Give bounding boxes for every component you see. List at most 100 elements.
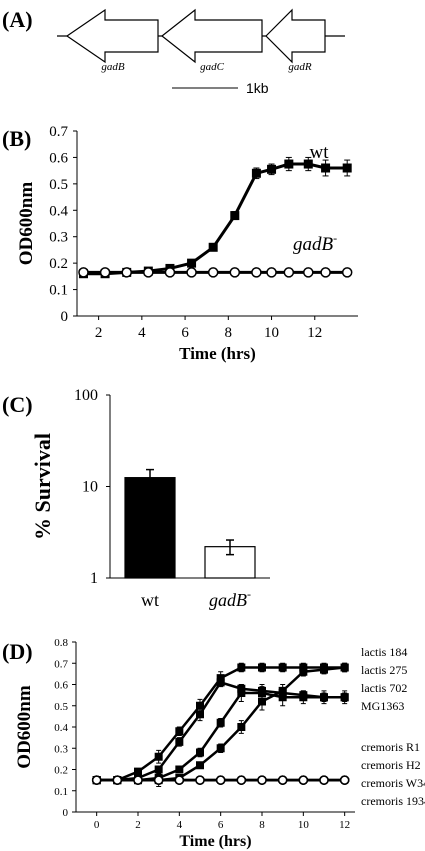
panel-c: (C) 1 10 100 % Survival wt gadB- [2, 387, 270, 610]
data-point-circle [303, 267, 314, 278]
x-tick-label: 10 [264, 325, 279, 341]
data-point-circle [112, 775, 123, 785]
data-point-square [320, 665, 328, 674]
panel-b-label: (B) [2, 126, 31, 151]
y-tick-label: 0.5 [54, 701, 68, 713]
data-point-square [251, 168, 261, 178]
data-point-square [196, 701, 204, 710]
y-tick-label: 100 [74, 387, 98, 404]
gene-arrow-gadr [265, 8, 326, 64]
data-point-square [187, 258, 197, 268]
data-point-circle [298, 775, 309, 785]
gene-label-gadb: gadB [101, 61, 125, 73]
data-point-circle [277, 775, 288, 785]
legend-label: lactis 275 [361, 663, 407, 677]
y-tick-label: 0.2 [49, 256, 68, 272]
data-point-circle [186, 267, 197, 278]
data-point-circle [215, 775, 226, 785]
data-point-square [278, 686, 287, 695]
y-axis-title: OD600nm [16, 182, 37, 266]
data-point-square [284, 159, 294, 169]
x-tick-label: 4 [177, 819, 183, 831]
x-tick-label: 4 [138, 325, 146, 341]
data-point-square [237, 663, 246, 672]
x-tick-label: 2 [135, 819, 141, 831]
y-tick-label: 0 [61, 309, 69, 325]
panel-a-label: (A) [2, 7, 33, 32]
series-label-wt: wt [310, 142, 330, 163]
data-point-square [216, 744, 225, 753]
x-tick-label: 8 [225, 325, 233, 341]
legend-label: cremoris R1 [361, 740, 420, 754]
data-point-square [258, 697, 266, 706]
data-point-circle [207, 267, 219, 278]
x-tick-label: 8 [259, 819, 265, 831]
y-tick-label: 0.5 [49, 177, 68, 193]
y-tick-label: 0.3 [54, 743, 68, 755]
data-point-circle [319, 775, 329, 785]
data-point-square [258, 686, 266, 695]
panel-c-label: (C) [2, 392, 33, 417]
category-label: wt [141, 590, 159, 610]
data-point-circle [164, 267, 176, 278]
legend-label: cremoris 1934 [361, 794, 425, 808]
legend-label: lactis 184 [361, 645, 407, 659]
x-tick-label: 2 [95, 325, 103, 341]
panel-a: (A) gadB gadC gadR 1kb [2, 7, 345, 96]
data-point-circle [283, 267, 295, 278]
data-point-square [320, 693, 328, 702]
data-point-square [196, 748, 204, 757]
y-tick-label: 0.6 [54, 680, 68, 692]
data-point-circle [153, 775, 164, 785]
series-label-gadb: gadB- [293, 231, 337, 255]
x-tick-label: 12 [307, 325, 322, 341]
legend-label: cremoris H2 [361, 758, 421, 772]
data-point-square [342, 163, 352, 173]
data-point-square [154, 752, 163, 761]
x-axis-title: Time (hrs) [179, 833, 251, 850]
y-tick-label: 0.7 [49, 124, 68, 140]
data-point-circle [229, 267, 241, 278]
x-tick-label: 6 [181, 325, 189, 341]
data-point-circle [91, 775, 102, 785]
data-point-square [175, 765, 184, 774]
data-point-square [237, 723, 246, 731]
data-point-circle [320, 267, 331, 278]
data-point-square [230, 211, 240, 221]
y-axis-title: OD600nm [14, 685, 35, 769]
series-line [83, 162, 348, 276]
data-point-square [196, 710, 204, 719]
data-point-circle [266, 267, 277, 278]
panel-d-label: (D) [2, 639, 33, 664]
data-point-circle [143, 267, 154, 278]
data-point-circle [121, 267, 132, 278]
gene-label-gadr: gadR [288, 61, 312, 73]
x-tick-label: 12 [339, 819, 350, 831]
data-point-square [154, 765, 163, 774]
series-line [96, 691, 345, 782]
data-point-square [321, 163, 331, 173]
data-point-square [216, 718, 225, 727]
y-tick-label: 0 [63, 807, 69, 819]
data-point-square [175, 727, 184, 736]
x-tick-label: 0 [94, 819, 100, 831]
data-point-circle [99, 267, 111, 278]
panel-d: (D) 0 0.1 0.2 0.3 0.4 0.5 0.6 0.7 0.8 0 2 4 6 8 10 12 Tim… [2, 637, 425, 850]
y-tick-label: 0.4 [54, 722, 68, 734]
data-point-square [237, 684, 246, 693]
y-tick-label: 10 [82, 479, 98, 496]
data-point-square [340, 693, 349, 702]
data-point-circle [174, 775, 185, 785]
bar [124, 477, 176, 579]
data-point-square [258, 663, 266, 672]
data-point-square [303, 159, 313, 169]
x-tick-label: 6 [218, 819, 224, 831]
category-label: gadB- [209, 587, 251, 610]
data-point-square [267, 164, 277, 174]
y-tick-label: 0.8 [54, 637, 68, 649]
y-tick-label: 0.6 [49, 150, 68, 166]
gene-label-gadc: gadC [200, 61, 225, 73]
panel-b: (B) 0 0.1 0.2 0.3 0.4 0.5 0.6 0.7 2 4 6 8 10 12 Time (h… [2, 124, 358, 363]
legend-label: MG1363 [361, 699, 404, 713]
scale-bar-label: 1kb [246, 80, 269, 96]
